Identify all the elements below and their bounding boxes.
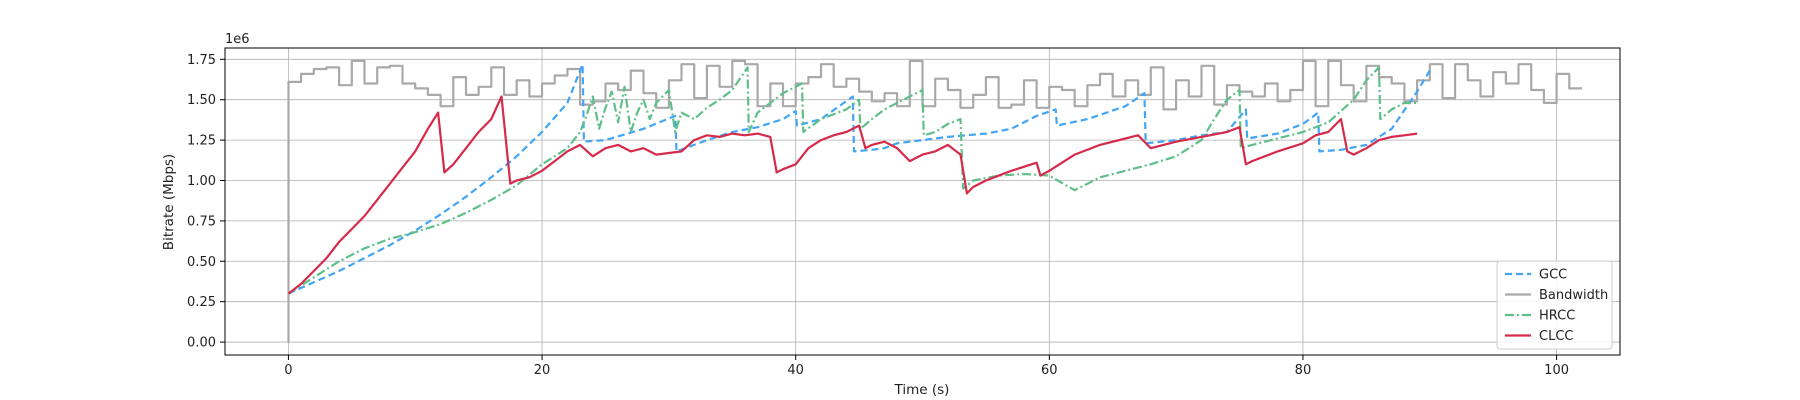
y-tick-label: 0.75 (187, 214, 216, 229)
y-offset-text: 1e6 (225, 32, 250, 47)
x-tick-label: 80 (1295, 363, 1312, 378)
x-axis-label: Time (s) (894, 382, 950, 398)
legend-label-bandwidth: Bandwidth (1539, 288, 1608, 303)
y-tick-label: 1.50 (187, 93, 216, 108)
plot-frame (224, 47, 1621, 356)
legend-label-gcc: GCC (1539, 268, 1567, 283)
y-axis-label: Bitrate (Mbps) (161, 154, 177, 250)
y-tick-label: 0.50 (187, 255, 216, 270)
x-tick-label: 40 (787, 363, 804, 378)
y-tick-label: 0.25 (187, 295, 216, 310)
x-tick-label: 0 (284, 363, 292, 378)
legend: GCC Bandwidth HRCC CLCC (1496, 260, 1613, 350)
series-line-bandwidth (287, 59, 1582, 344)
y-tick-label: 1.25 (187, 134, 216, 149)
y-tick-label: 1.00 (187, 174, 216, 189)
plot-series (287, 59, 1582, 344)
axis-ticks: 0 20 40 60 80 100 0.00 0.25 0.50 0.75 1.00 1.25 1.50… (187, 53, 1569, 378)
x-tick-label: 20 (534, 363, 551, 378)
series-line-clcc (287, 95, 1418, 295)
legend-label-hrcc: HRCC (1539, 309, 1575, 324)
y-tick-label: 1.75 (187, 53, 216, 68)
legend-box (1496, 260, 1613, 350)
legend-label-clcc: CLCC (1539, 329, 1573, 344)
y-tick-label: 0.00 (187, 336, 216, 351)
x-tick-label: 60 (1041, 363, 1058, 378)
x-tick-label: 100 (1544, 363, 1569, 378)
series-line-gcc (287, 63, 1431, 295)
series-line-hrcc (287, 66, 1418, 295)
